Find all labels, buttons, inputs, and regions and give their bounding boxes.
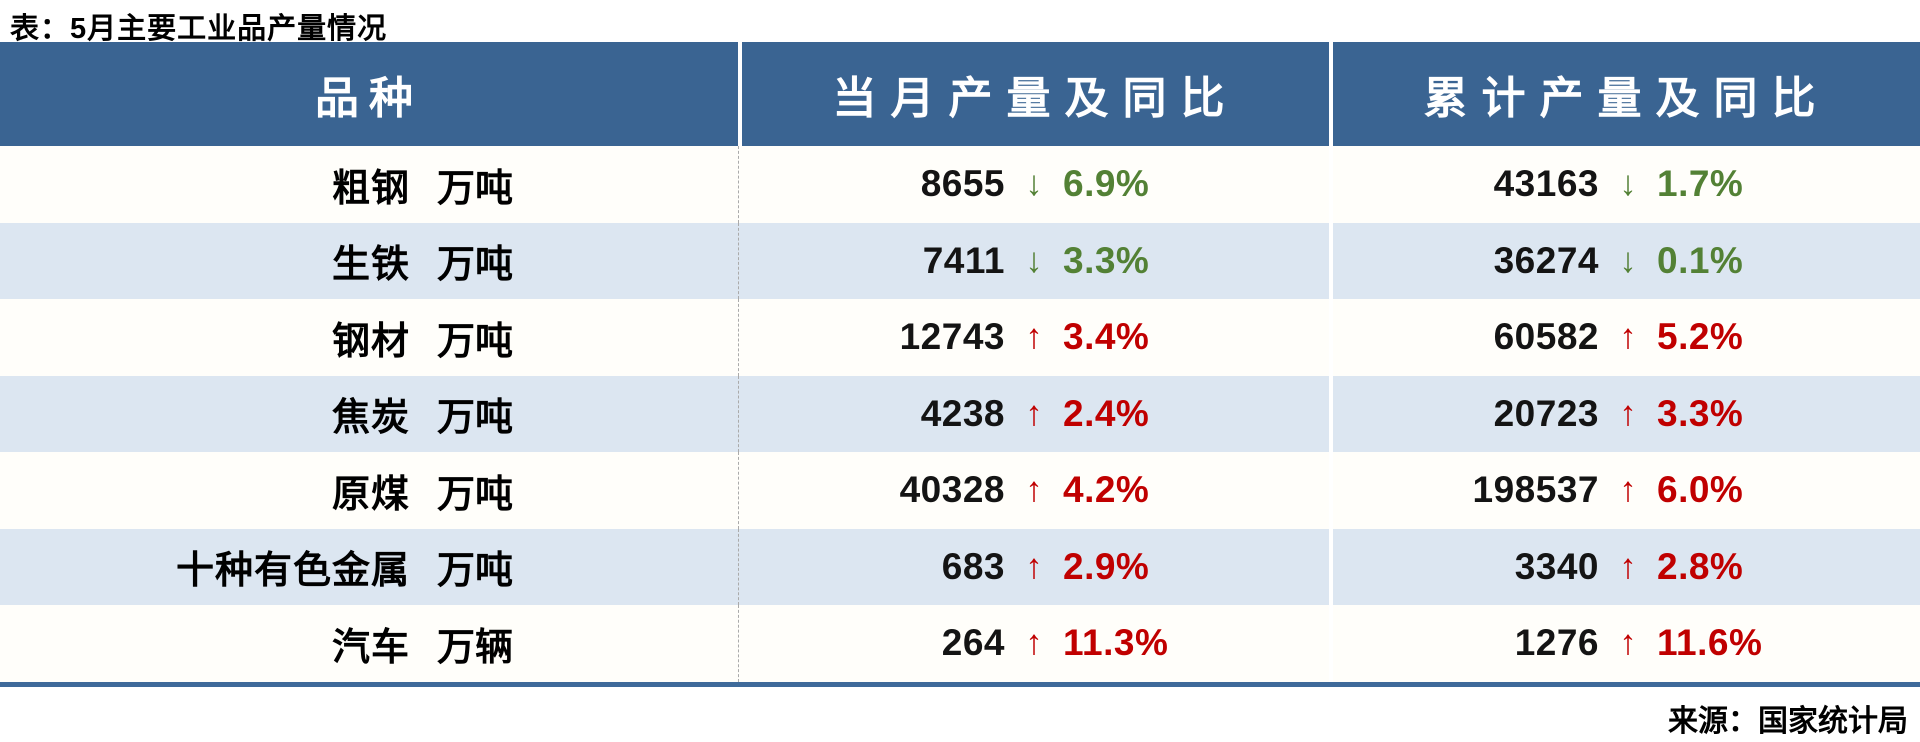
product-name: 汽车 <box>331 626 410 669</box>
output-value: 60582 <box>1493 316 1599 358</box>
down-arrow-icon: ↓ <box>1025 164 1043 204</box>
product-name: 生铁 <box>331 244 410 287</box>
yoy-percent: 3.3% <box>1063 239 1150 281</box>
cumulative-value-cell: 1276 ↑ 11.6% <box>1329 605 1920 682</box>
yoy-percent: 6.9% <box>1063 163 1150 205</box>
up-arrow-icon: ↑ <box>1025 623 1043 663</box>
output-value: 264 <box>941 622 1005 664</box>
output-value: 1276 <box>1514 622 1599 664</box>
bottom-rule <box>0 682 1920 687</box>
product-name: 粗钢 <box>331 167 410 210</box>
product-unit: 万吨 <box>437 167 514 210</box>
yoy-percent: 3.3% <box>1657 392 1744 434</box>
monthly-value-cell: 4238 ↑ 2.4% <box>738 375 1329 452</box>
output-value: 4238 <box>920 392 1005 434</box>
product-cell: 粗钢 万吨 <box>0 146 738 223</box>
up-arrow-icon: ↑ <box>1619 546 1637 586</box>
product-unit: 万吨 <box>437 550 514 593</box>
product-cell: 十种有色金属 万吨 <box>0 529 738 606</box>
product-name: 原煤 <box>331 473 410 516</box>
output-value: 40328 <box>899 469 1005 511</box>
output-value: 12743 <box>899 316 1005 358</box>
up-arrow-icon: ↑ <box>1619 470 1637 510</box>
down-arrow-icon: ↓ <box>1619 164 1637 204</box>
header-cumulative-output: 累计产量及同比 <box>1329 42 1920 146</box>
output-value: 198537 <box>1472 469 1599 511</box>
table-row: 十种有色金属 万吨 683 ↑ 2.9% 3340 ↑ 2.8% <box>0 528 1920 606</box>
product-cell: 汽车 万辆 <box>0 605 738 682</box>
table-body: 粗钢 万吨 8655 ↓ 6.9% 43163 ↓ 1.7% 生铁 万吨 7411 ↓ 3.3% 3627… <box>0 146 1920 682</box>
table-row: 粗钢 万吨 8655 ↓ 6.9% 43163 ↓ 1.7% <box>0 146 1920 223</box>
yoy-percent: 2.8% <box>1657 545 1744 587</box>
cumulative-value-cell: 36274 ↓ 0.1% <box>1329 222 1920 299</box>
yoy-percent: 5.2% <box>1657 316 1744 358</box>
page-title: 表：5月主要工业品产量情况 <box>10 13 388 45</box>
output-value: 36274 <box>1493 239 1599 281</box>
product-unit: 万吨 <box>437 397 514 440</box>
yoy-percent: 11.6% <box>1657 622 1763 664</box>
output-value: 3340 <box>1514 545 1599 587</box>
yoy-percent: 11.3% <box>1063 622 1169 664</box>
cumulative-value-cell: 3340 ↑ 2.8% <box>1329 528 1920 605</box>
cumulative-value-cell: 198537 ↑ 6.0% <box>1329 452 1920 529</box>
down-arrow-icon: ↓ <box>1619 240 1637 280</box>
output-value: 20723 <box>1493 392 1599 434</box>
yoy-percent: 2.4% <box>1063 392 1150 434</box>
table-row: 焦炭 万吨 4238 ↑ 2.4% 20723 ↑ 3.3% <box>0 375 1920 453</box>
source-note: 来源：国家统计局 <box>1668 705 1908 738</box>
cumulative-value-cell: 43163 ↓ 1.7% <box>1329 146 1920 223</box>
monthly-value-cell: 7411 ↓ 3.3% <box>738 222 1329 299</box>
monthly-value-cell: 264 ↑ 11.3% <box>738 605 1329 682</box>
table-row: 钢材 万吨 12743 ↑ 3.4% 60582 ↑ 5.2% <box>0 299 1920 376</box>
product-cell: 钢材 万吨 <box>0 299 738 376</box>
product-cell: 焦炭 万吨 <box>0 376 738 453</box>
down-arrow-icon: ↓ <box>1025 240 1043 280</box>
product-cell: 生铁 万吨 <box>0 223 738 300</box>
output-value: 7411 <box>922 239 1005 281</box>
up-arrow-icon: ↑ <box>1025 393 1043 433</box>
up-arrow-icon: ↑ <box>1025 470 1043 510</box>
yoy-percent: 4.2% <box>1063 469 1150 511</box>
up-arrow-icon: ↑ <box>1619 623 1637 663</box>
table-row: 生铁 万吨 7411 ↓ 3.3% 36274 ↓ 0.1% <box>0 222 1920 300</box>
product-unit: 万辆 <box>437 626 514 669</box>
cumulative-value-cell: 60582 ↑ 5.2% <box>1329 299 1920 376</box>
yoy-percent: 1.7% <box>1657 163 1744 205</box>
product-cell: 原煤 万吨 <box>0 452 738 529</box>
table-header-row: 品种 当月产量及同比 累计产量及同比 <box>0 42 1920 146</box>
yoy-percent: 0.1% <box>1657 239 1744 281</box>
table-row: 汽车 万辆 264 ↑ 11.3% 1276 ↑ 11.6% <box>0 605 1920 682</box>
up-arrow-icon: ↑ <box>1025 317 1043 357</box>
product-unit: 万吨 <box>437 244 514 287</box>
table-row: 原煤 万吨 40328 ↑ 4.2% 198537 ↑ 6.0% <box>0 452 1920 529</box>
output-value: 8655 <box>920 163 1005 205</box>
up-arrow-icon: ↑ <box>1619 393 1637 433</box>
monthly-value-cell: 12743 ↑ 3.4% <box>738 299 1329 376</box>
yoy-percent: 2.9% <box>1063 545 1150 587</box>
header-monthly-output: 当月产量及同比 <box>738 42 1329 146</box>
product-name: 焦炭 <box>331 397 410 440</box>
cumulative-value-cell: 20723 ↑ 3.3% <box>1329 375 1920 452</box>
product-unit: 万吨 <box>437 320 514 363</box>
up-arrow-icon: ↑ <box>1025 546 1043 586</box>
product-name: 十种有色金属 <box>175 550 410 593</box>
output-value: 43163 <box>1493 163 1599 205</box>
industrial-output-table: 品种 当月产量及同比 累计产量及同比 粗钢 万吨 8655 ↓ 6.9% 43163 ↓ 1.… <box>0 42 1920 682</box>
up-arrow-icon: ↑ <box>1619 317 1637 357</box>
output-value: 683 <box>941 545 1005 587</box>
monthly-value-cell: 8655 ↓ 6.9% <box>738 146 1329 223</box>
yoy-percent: 6.0% <box>1657 469 1744 511</box>
product-unit: 万吨 <box>437 473 514 516</box>
header-product: 品种 <box>315 74 423 123</box>
monthly-value-cell: 40328 ↑ 4.2% <box>738 452 1329 529</box>
monthly-value-cell: 683 ↑ 2.9% <box>738 528 1329 605</box>
yoy-percent: 3.4% <box>1063 316 1150 358</box>
product-name: 钢材 <box>331 320 410 363</box>
